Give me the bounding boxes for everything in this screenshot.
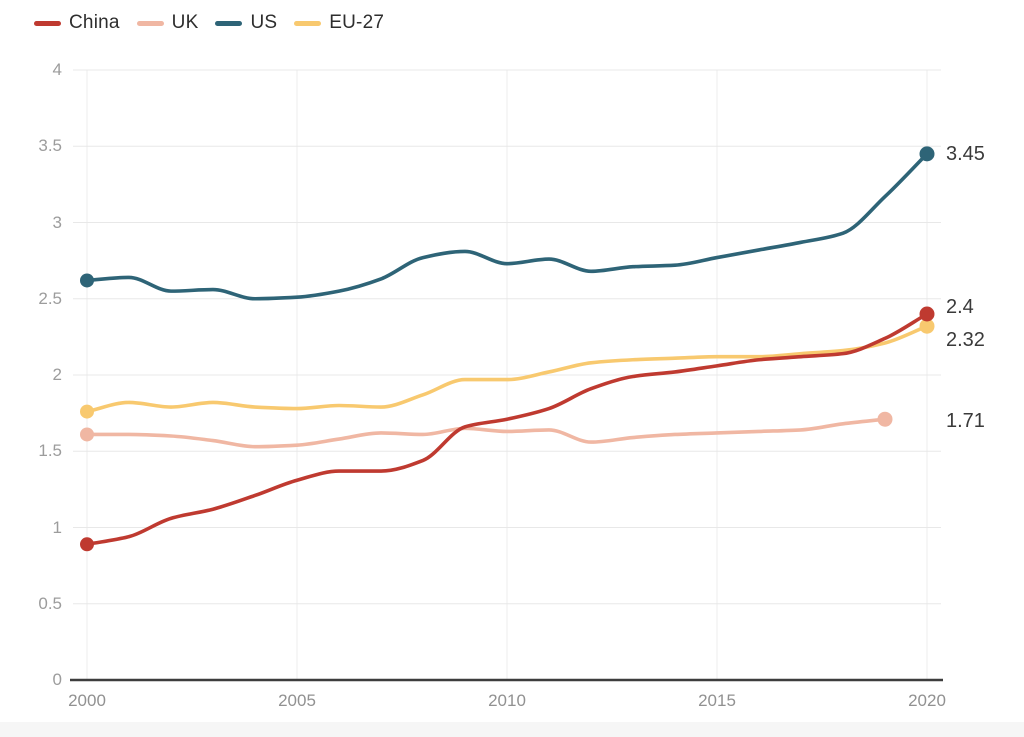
- legend-label: EU-27: [329, 12, 385, 33]
- start-marker-uk: [80, 427, 94, 442]
- y-tick-label: 2.5: [38, 288, 62, 308]
- end-label-china: 2.4: [946, 296, 974, 318]
- legend-swatch-uk: [136, 20, 164, 26]
- y-tick-label: 0: [52, 670, 62, 689]
- y-tick-label: 1: [52, 517, 62, 537]
- series-line-eu-27: [85, 324, 929, 414]
- legend-swatch-china: [34, 20, 61, 26]
- legend-item-china: China: [34, 12, 120, 34]
- series-line-uk: [85, 417, 887, 449]
- legend-swatch-eu-27: [294, 20, 322, 26]
- x-tick-label: 2000: [68, 691, 106, 710]
- series-line-china: [85, 312, 929, 547]
- end-label-us: 3.45: [946, 142, 985, 165]
- series-line-us: [85, 152, 929, 301]
- x-tick-label: 2015: [698, 691, 736, 710]
- y-tick-label: 1.5: [38, 441, 62, 461]
- y-tick-label: 4: [52, 60, 62, 79]
- legend-label: US: [250, 12, 278, 33]
- y-tick-label: 3.5: [38, 136, 62, 156]
- end-marker-uk: [877, 411, 893, 427]
- bottom-strip: [0, 722, 1024, 737]
- x-tick-label: 2005: [278, 691, 316, 710]
- chart-legend: China UK US EU-27: [34, 12, 384, 34]
- legend-swatch-us: [215, 20, 243, 26]
- legend-item-eu-27: EU-27: [294, 12, 384, 34]
- x-tick-label: 2010: [488, 691, 526, 710]
- end-marker-eu-27: [919, 318, 935, 334]
- end-marker-us: [919, 146, 935, 162]
- legend-item-us: US: [215, 12, 277, 34]
- start-marker-eu-27: [80, 404, 94, 419]
- x-tick-label: 2020: [908, 691, 946, 710]
- legend-label: UK: [171, 12, 199, 33]
- start-marker-china: [80, 537, 94, 552]
- legend-item-uk: UK: [136, 12, 199, 34]
- y-tick-label: 3: [52, 212, 62, 232]
- start-marker-us: [80, 273, 94, 288]
- y-tick-label: 0.5: [38, 593, 62, 613]
- end-marker-china: [919, 306, 935, 322]
- end-label-uk: 1.71: [946, 410, 985, 433]
- end-label-eu-27: 2.32: [946, 329, 985, 352]
- legend-label: China: [69, 12, 120, 33]
- y-tick-label: 2: [52, 365, 62, 384]
